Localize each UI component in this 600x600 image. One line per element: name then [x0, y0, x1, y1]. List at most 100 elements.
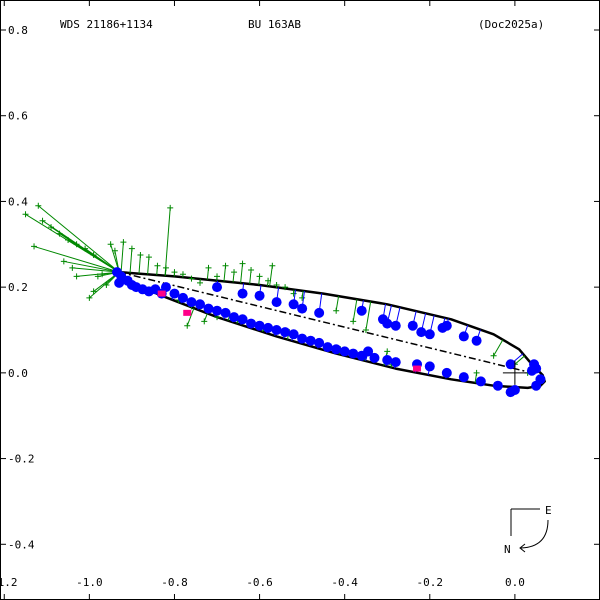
micrometer-point	[90, 288, 97, 295]
interferometric-point	[186, 297, 197, 308]
micrometer-point	[231, 269, 238, 276]
micrometer-point	[167, 204, 174, 211]
interferometric-point	[390, 320, 401, 331]
interferometric-point	[297, 303, 308, 314]
micrometer-point	[145, 254, 152, 261]
micrometer-residual	[203, 313, 208, 322]
interferometric-point	[288, 329, 299, 340]
micrometer-point	[120, 239, 127, 246]
micrometer-point	[154, 262, 161, 269]
micrometer-residual	[129, 248, 133, 274]
interferometric-point	[212, 305, 223, 316]
interferometric-point	[229, 312, 240, 323]
micrometer-residual	[33, 245, 120, 273]
micrometer-point	[82, 245, 89, 252]
interferometric-point	[212, 282, 223, 293]
interferometric-point	[458, 331, 469, 342]
interferometric-point	[424, 329, 435, 340]
micrometer-point	[273, 282, 280, 288]
y-tick-label: -0.4	[8, 538, 35, 551]
interferometric-point	[246, 318, 257, 329]
interferometric-point	[237, 288, 248, 299]
interferometric-point	[114, 277, 125, 288]
interferometric-point	[492, 380, 503, 391]
micrometer-point	[282, 284, 289, 291]
interferometric-point	[348, 348, 359, 359]
micrometer-point	[171, 269, 178, 276]
micrometer-point	[473, 369, 480, 376]
micrometer-point	[22, 211, 29, 218]
interferometric-point	[441, 367, 452, 378]
micrometer-point	[60, 258, 67, 265]
x-tick-label: 0.0	[505, 576, 525, 589]
micrometer-point	[31, 243, 38, 250]
micrometer-point	[384, 348, 391, 355]
micrometer-residual	[514, 355, 526, 365]
highlight-point	[157, 290, 166, 297]
compass-east-label: E	[545, 504, 552, 517]
y-tick-label: 0.0	[8, 367, 28, 380]
compass-arrow-head	[519, 543, 526, 553]
interferometric-point	[263, 322, 274, 333]
micrometer-point	[35, 202, 42, 209]
interferometric-point	[424, 361, 435, 372]
interferometric-point	[471, 335, 482, 346]
interferometric-point	[314, 337, 325, 348]
micrometer-point	[73, 241, 80, 248]
micrometer-residual	[240, 263, 244, 284]
interferometric-point	[177, 292, 188, 303]
tick-labels: -1.2 -1.0 -0.8 -0.6 -0.4 -0.2 0.0 0.8 0.6 0.4 0.2 0…	[0, 24, 525, 589]
interferometric-point	[237, 314, 248, 325]
micrometer-point	[73, 273, 80, 280]
x-tick-label: -0.8	[161, 576, 188, 589]
interferometric-point	[254, 320, 265, 331]
interferometric-point	[369, 352, 380, 363]
micrometer-point	[137, 252, 144, 258]
compass-arrow-arc	[520, 519, 549, 549]
y-tick-label: -0.2	[8, 453, 35, 466]
micrometer-residual	[89, 271, 120, 299]
micrometer-point	[490, 352, 497, 359]
micrometer-point	[99, 271, 106, 278]
header-right-label: (Doc2025a)	[478, 18, 544, 31]
interferometric-point	[475, 376, 486, 387]
micrometer-residual	[352, 299, 358, 322]
micrometer-point	[56, 230, 63, 237]
interferometric-point	[363, 346, 374, 357]
micrometer-point	[197, 279, 203, 286]
interferometric-point	[160, 282, 171, 293]
micrometer-residual	[72, 267, 120, 273]
interferometric-point	[203, 303, 214, 314]
micrometer-residual	[138, 254, 141, 274]
micrometer-point	[201, 318, 208, 325]
interferometric-point	[526, 365, 537, 376]
micrometer-point	[239, 260, 246, 267]
x-tick-label: -1.0	[76, 576, 103, 589]
interferometric-point	[280, 327, 291, 338]
interferometric-point	[535, 374, 546, 385]
interferometric-point	[254, 290, 265, 301]
x-tick-label: -1.2	[0, 576, 18, 589]
line-of-nodes	[118, 271, 533, 374]
micrometer-point	[269, 262, 276, 269]
interferometric-point	[271, 325, 282, 335]
micrometer-point	[184, 322, 191, 329]
header-center-label: BU 163AB	[248, 18, 301, 31]
micrometer-point	[90, 252, 97, 258]
micrometer-point	[65, 237, 72, 243]
micrometer-point	[128, 245, 135, 252]
highlight-layer	[157, 290, 422, 372]
interferometric-point	[509, 385, 520, 395]
micrometer-residual	[37, 205, 120, 273]
interferometric-point	[390, 357, 401, 368]
micrometer-residual	[120, 242, 124, 273]
interferometric-point	[407, 320, 418, 331]
interferometric-point	[356, 305, 367, 316]
interferometric-point	[416, 327, 427, 338]
interferometric-point	[288, 299, 299, 310]
micrometer-point	[256, 273, 263, 280]
highlight-point	[413, 365, 422, 372]
primary-marker-layer	[502, 360, 527, 385]
